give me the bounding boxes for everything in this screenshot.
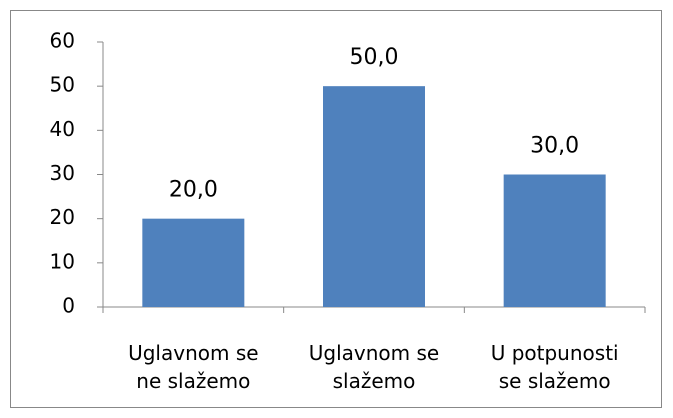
bar [323, 86, 425, 308]
value-label: 30,0 [530, 134, 579, 159]
y-tick-label: 0 [62, 294, 75, 318]
x-tick-label: Uglavnom se slažemo [308, 341, 440, 393]
y-tick-label: 10 [50, 249, 75, 273]
bar [503, 174, 606, 307]
bar [142, 218, 245, 307]
x-tick-label: U potpunosti se slažemo [490, 341, 619, 393]
y-tick-label: 60 [50, 29, 75, 53]
y-tick-label: 20 [50, 205, 75, 229]
x-tick-label: Uglavnom se ne slažemo [128, 341, 259, 393]
y-tick-label: 30 [50, 161, 75, 185]
value-label: 50,0 [350, 45, 399, 70]
y-tick-label: 40 [50, 117, 75, 141]
value-label: 20,0 [169, 178, 218, 203]
y-tick-label: 50 [50, 73, 75, 97]
